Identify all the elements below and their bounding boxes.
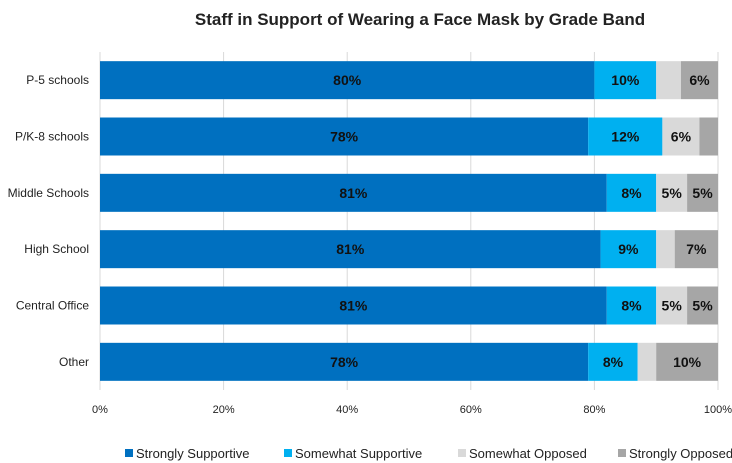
- legend-swatch: [284, 449, 292, 457]
- bar-segment: [600, 230, 657, 269]
- bar-segment: [699, 117, 718, 156]
- x-tick-label: 20%: [213, 404, 235, 416]
- bar-segment: [588, 342, 638, 381]
- bar-segment: [656, 61, 681, 100]
- bar-segment: [100, 230, 601, 269]
- bar-segment: [687, 173, 718, 212]
- bar-segment: [100, 342, 589, 381]
- bar-segment: [100, 173, 607, 212]
- legend: Strongly Supportive Somewhat Supportive So…: [125, 446, 732, 461]
- bar-segment: [606, 173, 657, 212]
- bar-segment: [680, 61, 718, 100]
- data-label: 81%: [339, 185, 368, 201]
- data-label: 78%: [330, 354, 359, 370]
- gridlines: [99, 52, 719, 390]
- category-label: P/K-8 schools: [15, 130, 89, 144]
- category-label: Central Office: [16, 299, 89, 313]
- bar-segment: [656, 230, 675, 269]
- data-label: 7%: [686, 241, 707, 257]
- chart-title: Staff in Support of Wearing a Face Mask …: [195, 10, 645, 29]
- category-label: P-5 schools: [26, 73, 89, 87]
- legend-swatch: [618, 449, 626, 457]
- data-label: 5%: [662, 185, 683, 201]
- data-label: 81%: [336, 241, 365, 257]
- data-label: 8%: [621, 298, 642, 314]
- category-axis: P-5 schools P/K-8 schools Middle Schools Hi…: [8, 73, 90, 369]
- bar-segment: [606, 286, 657, 325]
- bar-segment: [662, 117, 700, 156]
- data-label: 80%: [333, 72, 362, 88]
- bar-segment: [656, 173, 688, 212]
- data-label: 6%: [689, 72, 710, 88]
- data-label: 6%: [671, 129, 692, 145]
- data-label: 8%: [603, 354, 624, 370]
- category-label: Middle Schools: [8, 186, 89, 200]
- plot-area: 80% 10% 6% 78% 12% 6% 81% 8% 5% 5% 81% 9% 7% 81% 8% 5% 5…: [100, 61, 718, 381]
- bar-segment: [656, 286, 688, 325]
- bar-segment: [674, 230, 718, 269]
- legend-label: Somewhat Supportive: [295, 446, 422, 461]
- legend-swatch: [458, 449, 466, 457]
- bar-segment: [687, 286, 718, 325]
- x-tick-label: 80%: [583, 404, 605, 416]
- bar-segment: [100, 117, 589, 156]
- legend-label: Strongly Supportive: [136, 446, 249, 461]
- data-label: 10%: [673, 354, 702, 370]
- x-tick-label: 100%: [704, 404, 732, 416]
- data-label: 8%: [621, 185, 642, 201]
- bar-segment: [100, 286, 607, 325]
- legend-label: Strongly Opposed: [629, 446, 732, 461]
- category-label: High School: [24, 242, 89, 256]
- data-label: 9%: [618, 241, 639, 257]
- x-tick-label: 0%: [92, 404, 108, 416]
- value-axis: 0% 20% 40% 60% 80% 100%: [92, 404, 732, 416]
- x-tick-label: 40%: [336, 404, 358, 416]
- data-label: 5%: [692, 298, 713, 314]
- data-label: 81%: [339, 298, 368, 314]
- legend-label: Somewhat Opposed: [469, 446, 587, 461]
- bar-segment: [594, 61, 657, 100]
- data-label: 5%: [662, 298, 683, 314]
- category-label: Other: [59, 355, 89, 369]
- data-label: 10%: [611, 72, 640, 88]
- bar-segment: [100, 61, 595, 100]
- data-label: 12%: [611, 129, 640, 145]
- bar-segment: [588, 117, 663, 156]
- x-tick-label: 60%: [460, 404, 482, 416]
- bar-segment: [637, 342, 657, 381]
- legend-swatch: [125, 449, 133, 457]
- data-label: 78%: [330, 129, 359, 145]
- bar-segment: [656, 342, 718, 381]
- data-label: 5%: [692, 185, 713, 201]
